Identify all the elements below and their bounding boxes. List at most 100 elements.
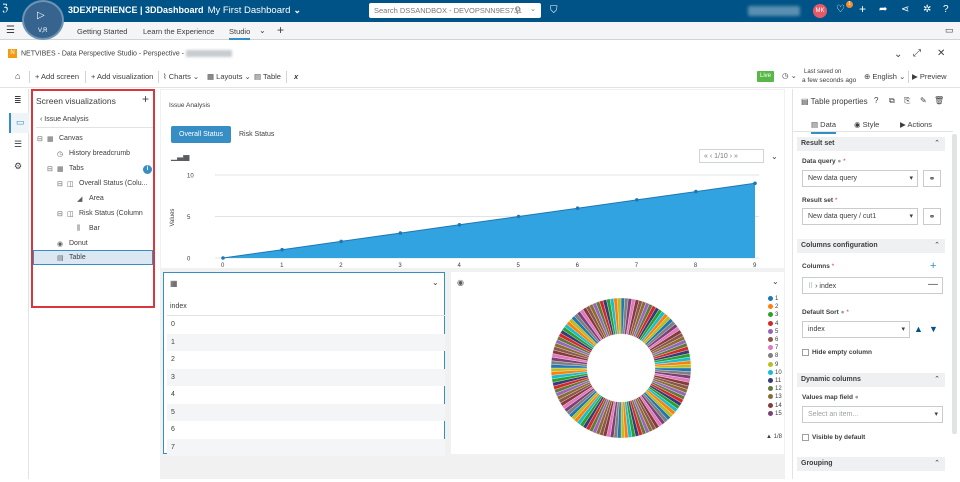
- avatar[interactable]: MK: [813, 4, 827, 18]
- collapse-icon[interactable]: ⊟: [37, 136, 43, 143]
- data-query-select[interactable]: New data query ▾: [802, 170, 918, 187]
- tree-node-overall-status[interactable]: ⊟ ◫ Overall Status (Colu...: [33, 176, 153, 191]
- layouts-menu[interactable]: ▦ Layouts ⌄: [207, 72, 251, 81]
- table-row[interactable]: 3: [167, 368, 445, 386]
- fullscreen-icon[interactable]: ⤢: [913, 48, 921, 59]
- preview-button[interactable]: ▶ Preview: [912, 72, 947, 81]
- tag-icon[interactable]: ⛉: [550, 5, 558, 16]
- help-icon[interactable]: ●: [840, 309, 845, 316]
- table-row[interactable]: 7: [167, 438, 445, 456]
- legend-pager[interactable]: ▲ 1/8: [766, 434, 782, 440]
- tree-node-canvas[interactable]: ⊟ ▦ Canvas: [33, 131, 153, 146]
- last-page-icon[interactable]: »: [734, 153, 738, 160]
- charts-menu[interactable]: ⌇ Charts ⌄: [163, 72, 200, 81]
- network-icon[interactable]: ⋖: [901, 4, 910, 15]
- chevron-up-icon[interactable]: ⌃: [934, 460, 940, 467]
- search-dropdown-icon[interactable]: ⌄: [530, 6, 536, 13]
- tree-node-bar[interactable]: ⫼ Bar: [33, 221, 153, 236]
- link-button[interactable]: ⚭: [923, 208, 941, 225]
- legend-item[interactable]: 13: [768, 394, 782, 402]
- legend-item[interactable]: 5: [768, 328, 778, 337]
- history-icon[interactable]: ◷ ⌄: [782, 71, 797, 80]
- tabs-visualization[interactable]: Issue Analysis Overall Status Risk Statu…: [161, 90, 784, 268]
- legend-item[interactable]: 9: [768, 361, 778, 370]
- table-header-index[interactable]: index: [167, 298, 445, 316]
- add-icon[interactable]: +: [142, 92, 150, 106]
- section-dynamic-columns[interactable]: Dynamic columns ⌃: [797, 373, 945, 387]
- result-set-select[interactable]: New data query / cut1 ▾: [802, 208, 918, 225]
- tab-actions[interactable]: ▶ Actions: [900, 120, 932, 129]
- help-icon[interactable]: ●: [854, 394, 859, 401]
- legend-item[interactable]: 14: [768, 402, 782, 411]
- help-icon[interactable]: ●: [837, 158, 842, 165]
- close-icon[interactable]: ✕: [937, 48, 946, 59]
- properties-scrollbar[interactable]: [952, 134, 957, 434]
- table-row[interactable]: 1: [167, 333, 445, 351]
- formula-icon[interactable]: x: [294, 72, 299, 81]
- legend-item[interactable]: 8: [768, 353, 778, 361]
- tab-studio[interactable]: Studio: [229, 27, 251, 40]
- table-row[interactable]: 6: [171, 426, 175, 433]
- pager[interactable]: « ‹ 1/10 › »: [699, 149, 764, 163]
- chevron-down-icon[interactable]: ⌄: [293, 5, 301, 15]
- prev-page-icon[interactable]: ‹: [709, 153, 713, 160]
- notifications-icon[interactable]: ♡: [836, 4, 845, 15]
- legend-item[interactable]: 6: [768, 337, 778, 345]
- settings-icon[interactable]: ⚙: [14, 161, 23, 171]
- chevron-down-icon[interactable]: ⌄: [432, 278, 439, 287]
- apps-icon[interactable]: ✲: [923, 4, 932, 15]
- tree-node-table[interactable]: ▤ Table: [33, 250, 153, 265]
- delete-icon[interactable]: 🗑: [934, 96, 945, 105]
- layers-icon[interactable]: ≣: [14, 95, 22, 105]
- pin-icon[interactable]: ✎: [920, 96, 927, 105]
- help-icon[interactable]: ?: [874, 96, 879, 105]
- section-columns-configuration[interactable]: Columns configuration ⌃: [797, 239, 945, 253]
- table-button[interactable]: ▤ Table: [254, 72, 281, 81]
- values-map-field-select[interactable]: Select an item... ▾: [802, 406, 943, 423]
- tree-node-donut[interactable]: ◉ Donut: [33, 236, 153, 251]
- breadcrumb[interactable]: ‹ Issue Analysis: [36, 112, 153, 128]
- column-item-index[interactable]: ⠿ › index —: [802, 277, 943, 294]
- tab-data[interactable]: ▤ Data: [811, 120, 837, 134]
- collapse-icon[interactable]: ⊟: [57, 181, 63, 188]
- legend-item[interactable]: 3: [768, 312, 778, 320]
- sort-descending-icon[interactable]: ▼: [929, 324, 938, 334]
- tree-node-risk-status[interactable]: ⊟ ◫ Risk Status (Column: [33, 206, 153, 221]
- chevron-down-icon[interactable]: ⌄: [771, 152, 778, 161]
- tab-overall-status[interactable]: Overall Status: [171, 126, 231, 143]
- table-visualization[interactable]: ▦ ⌄ index 0 1 2 3 4 5 6 7: [163, 272, 445, 456]
- legend-item[interactable]: 4: [768, 320, 778, 329]
- tree-node-tabs[interactable]: ⊟ ▦ Tabs i: [33, 161, 153, 176]
- sort-ascending-icon[interactable]: ▲: [914, 324, 923, 334]
- info-icon[interactable]: i: [143, 165, 152, 174]
- add-screen-button[interactable]: + Add screen: [35, 72, 79, 81]
- search-icon[interactable]: ⚲: [514, 5, 521, 15]
- list-icon[interactable]: ☰: [14, 139, 23, 149]
- visible-by-default-checkbox[interactable]: Visible by default: [802, 434, 865, 441]
- copy-icon[interactable]: ⧉: [889, 96, 895, 105]
- app-title[interactable]: 3DEXPERIENCE | 3DDashboard My First Dashb…: [68, 5, 301, 16]
- chat-icon[interactable]: ▭: [945, 25, 954, 35]
- chevron-up-icon[interactable]: ⌃: [934, 140, 940, 147]
- table-row[interactable]: 4: [171, 391, 175, 398]
- share-icon[interactable]: ➦: [879, 4, 888, 15]
- link-button[interactable]: ⚭: [923, 170, 941, 187]
- legend-item[interactable]: 12: [768, 386, 782, 394]
- chevron-right-icon[interactable]: ›: [815, 283, 818, 290]
- table-row[interactable]: 0: [171, 321, 175, 328]
- donut-visualization[interactable]: ◉ ⌄: [451, 272, 784, 454]
- tab-risk-status[interactable]: Risk Status: [239, 131, 275, 138]
- section-result-set[interactable]: Result set ⌃: [797, 137, 945, 151]
- menu-icon[interactable]: ☰: [6, 25, 15, 36]
- minimize-icon[interactable]: ⌄: [894, 49, 903, 60]
- screen-icon[interactable]: ▭: [9, 113, 29, 133]
- add-visualization-button[interactable]: + Add visualization: [91, 72, 154, 81]
- home-icon[interactable]: ⌂: [15, 71, 21, 81]
- chevron-down-icon[interactable]: ⌄: [259, 26, 266, 35]
- tree-node-area[interactable]: ◢ Area: [33, 191, 153, 206]
- collapse-icon[interactable]: ⊟: [47, 166, 53, 173]
- section-grouping[interactable]: Grouping ⌃: [797, 457, 945, 471]
- first-page-icon[interactable]: «: [704, 153, 708, 160]
- help-icon[interactable]: ?: [943, 4, 949, 15]
- legend-item[interactable]: 2: [768, 304, 778, 312]
